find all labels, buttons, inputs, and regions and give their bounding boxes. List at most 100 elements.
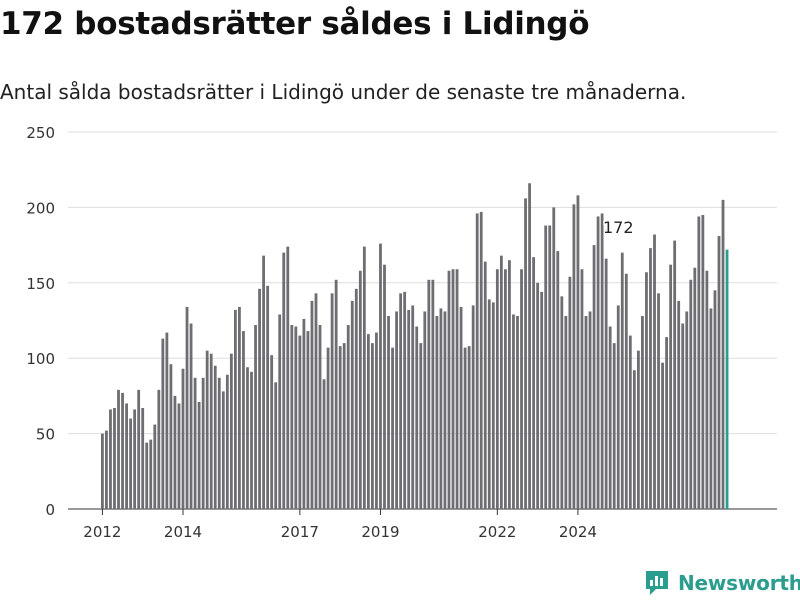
- chart-bar: [407, 309, 411, 509]
- chart-bar: [354, 288, 358, 509]
- y-tick-label: 100: [26, 350, 55, 368]
- chart-bar: [117, 389, 120, 509]
- chart-bar: [161, 338, 165, 509]
- chart-bar: [326, 347, 330, 509]
- chart-bar: [423, 311, 427, 509]
- chart-bar: [310, 300, 314, 509]
- chart-bar: [314, 293, 318, 509]
- x-tick-label: 2022: [478, 523, 516, 541]
- chart-bar: [213, 365, 217, 509]
- chart-bar: [439, 308, 443, 509]
- chart-bar: [294, 326, 298, 509]
- chart-bar: [419, 343, 423, 509]
- chart-bar: [596, 216, 600, 509]
- chart-bar: [113, 407, 116, 509]
- chart-bar: [306, 331, 310, 509]
- chart-bar: [636, 350, 640, 509]
- chart-bar: [278, 314, 282, 509]
- chart-bar: [645, 272, 648, 509]
- chart-bar: [556, 251, 560, 509]
- chart-bar: [371, 343, 374, 509]
- chart-bar: [580, 269, 584, 509]
- chart-bar: [524, 198, 527, 509]
- chart-bar: [233, 309, 237, 509]
- chart-bar: [495, 269, 499, 509]
- chart-bar: [612, 343, 616, 509]
- chart-bar: [705, 270, 709, 509]
- chart-bar: [717, 236, 721, 510]
- chart-bar: [516, 315, 519, 509]
- chart-bar: [362, 246, 366, 510]
- chart-bar: [149, 439, 153, 509]
- chart-bar: [366, 334, 370, 509]
- y-tick-label: 50: [36, 426, 55, 444]
- chart-bar: [649, 248, 652, 509]
- chart-bar: [540, 291, 544, 509]
- chart-bar: [242, 331, 245, 509]
- chart-bar: [435, 315, 439, 509]
- chart-bar: [467, 346, 471, 509]
- chart-bar: [395, 311, 398, 509]
- chart-bar: [463, 347, 467, 509]
- chart-bar: [258, 288, 261, 509]
- chart-bar: [443, 311, 447, 509]
- chart-bar: [487, 299, 491, 509]
- chart-bar: [217, 377, 221, 509]
- chart-bar: [536, 282, 540, 509]
- chart-bar: [322, 379, 326, 509]
- chart-bar: [350, 300, 354, 509]
- chart-bars: [101, 183, 729, 510]
- chart-bar: [479, 211, 483, 510]
- chart-bar: [616, 305, 620, 509]
- chart-bar: [661, 362, 664, 509]
- chart-bar: [302, 318, 306, 509]
- chart-bar: [375, 332, 378, 509]
- chart-bar: [520, 269, 523, 509]
- chart-bar: [145, 442, 149, 509]
- chart-bar: [262, 255, 265, 509]
- brand-logo: Newsworthy: [644, 569, 800, 597]
- chart-bar: [229, 353, 233, 509]
- chart-bar: [504, 269, 507, 509]
- chart-bar: [491, 302, 495, 509]
- page-subtitle: Antal sålda bostadsrätter i Lidingö unde…: [0, 80, 687, 104]
- chart-bar: [298, 335, 302, 509]
- chart-bar: [689, 279, 693, 509]
- chart-bar: [725, 249, 729, 509]
- chart-bar: [564, 315, 568, 509]
- chart-bar: [125, 403, 128, 509]
- newsworthy-logo-icon: [646, 571, 668, 595]
- chart-bar: [548, 225, 552, 509]
- chart-bar: [431, 279, 435, 509]
- chart-bar: [415, 326, 419, 509]
- chart-bar: [475, 213, 479, 509]
- chart-bar: [544, 225, 548, 509]
- chart-bar: [665, 337, 668, 509]
- chart-bar: [282, 252, 286, 509]
- chart-bar: [209, 353, 213, 509]
- chart-bar: [266, 285, 270, 509]
- chart-bar: [189, 323, 193, 509]
- chart-bar: [459, 306, 463, 509]
- chart-bar: [185, 306, 189, 509]
- chart-bar: [451, 269, 455, 509]
- chart-bar: [330, 293, 334, 509]
- chart-bar: [576, 195, 580, 509]
- chart-bar: [471, 305, 475, 509]
- chart-bar: [358, 270, 362, 509]
- chart-bar: [677, 300, 681, 509]
- chart-bar: [334, 279, 338, 509]
- chart-bar: [270, 355, 274, 509]
- chart-bar: [121, 392, 124, 509]
- chart-bar: [628, 335, 632, 509]
- chart-bar: [205, 350, 209, 509]
- x-tick-label: 2014: [164, 523, 202, 541]
- chart-bar: [286, 246, 290, 510]
- chart-bar: [697, 216, 701, 509]
- chart-bar: [560, 296, 564, 509]
- chart-bar: [584, 315, 588, 509]
- chart-bar: [221, 391, 225, 509]
- chart-bar: [133, 409, 137, 509]
- x-tick-label: 2012: [83, 523, 121, 541]
- chart-bar: [165, 332, 169, 509]
